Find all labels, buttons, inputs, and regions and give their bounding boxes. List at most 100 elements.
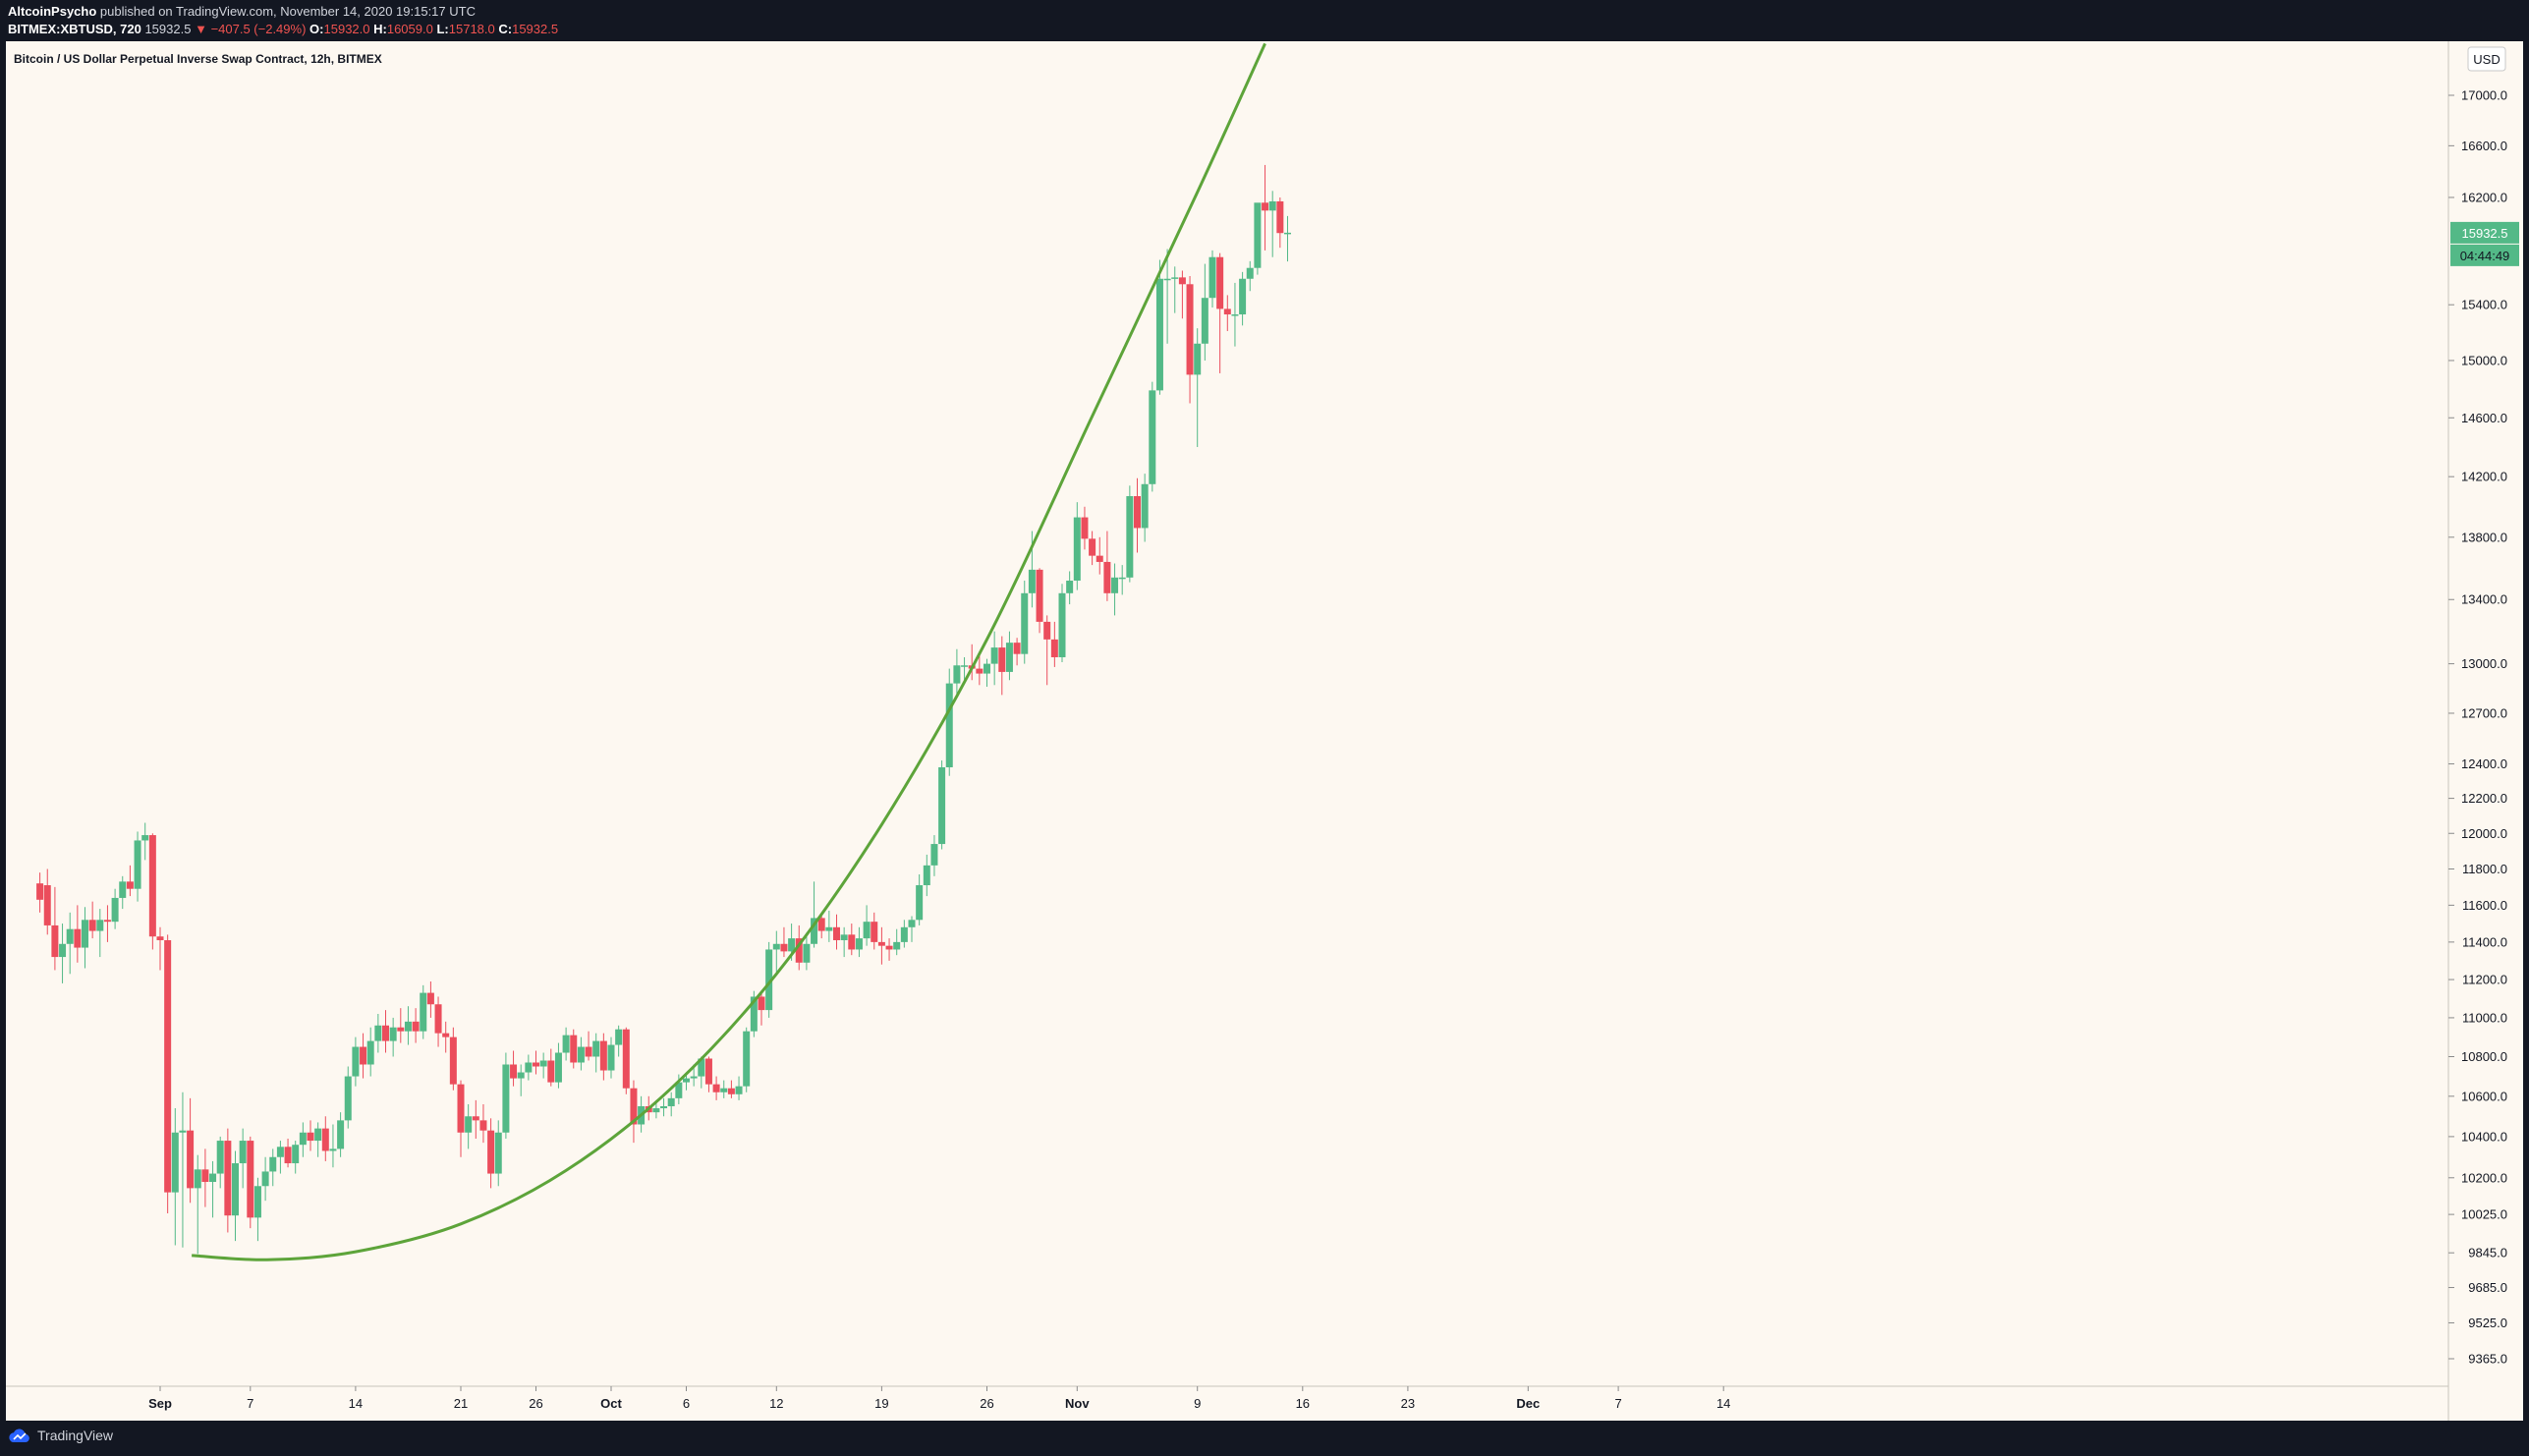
candle[interactable] bbox=[758, 990, 765, 1026]
candle[interactable] bbox=[1186, 275, 1194, 404]
candle[interactable] bbox=[449, 1027, 457, 1091]
candle[interactable] bbox=[1262, 164, 1269, 251]
candle[interactable] bbox=[877, 926, 885, 965]
candle[interactable] bbox=[599, 1033, 607, 1081]
candle[interactable] bbox=[187, 1097, 195, 1204]
candle[interactable] bbox=[457, 1080, 465, 1157]
candle[interactable] bbox=[1223, 295, 1231, 331]
candle[interactable] bbox=[1155, 259, 1163, 395]
candle[interactable] bbox=[803, 932, 811, 971]
candle[interactable] bbox=[727, 1080, 735, 1098]
candlestick-chart[interactable]: Bitcoin / US Dollar Perpetual Inverse Sw… bbox=[6, 41, 2523, 1421]
candle[interactable] bbox=[96, 909, 104, 958]
candle[interactable] bbox=[667, 1092, 675, 1117]
candle[interactable] bbox=[412, 1008, 420, 1043]
candle[interactable] bbox=[329, 1124, 337, 1168]
candle[interactable] bbox=[253, 1177, 261, 1242]
candle[interactable] bbox=[1141, 474, 1149, 542]
candle[interactable] bbox=[871, 912, 878, 950]
candle[interactable] bbox=[344, 1066, 352, 1129]
candle[interactable] bbox=[660, 1097, 668, 1117]
candle[interactable] bbox=[276, 1141, 284, 1174]
candle[interactable] bbox=[382, 1010, 389, 1053]
candle[interactable] bbox=[119, 875, 127, 910]
candle[interactable] bbox=[1103, 531, 1111, 601]
candle[interactable] bbox=[607, 1036, 615, 1079]
candle[interactable] bbox=[577, 1036, 585, 1071]
candle[interactable] bbox=[1089, 531, 1096, 566]
candle[interactable] bbox=[1043, 615, 1051, 686]
candle[interactable] bbox=[1246, 260, 1254, 292]
candle[interactable] bbox=[855, 926, 863, 958]
candle[interactable] bbox=[547, 1048, 555, 1087]
candle[interactable] bbox=[1194, 328, 1202, 448]
currency-button[interactable]: USD bbox=[2467, 46, 2506, 72]
candle[interactable] bbox=[562, 1027, 570, 1061]
candle[interactable] bbox=[502, 1052, 510, 1139]
candle[interactable] bbox=[1284, 215, 1291, 262]
candle[interactable] bbox=[239, 1128, 247, 1189]
candle[interactable] bbox=[585, 1031, 592, 1061]
candle[interactable] bbox=[194, 1154, 201, 1255]
tradingview-logo[interactable]: TradingView bbox=[8, 1428, 113, 1443]
candle[interactable] bbox=[833, 914, 840, 950]
candle[interactable] bbox=[442, 1021, 450, 1053]
candle[interactable] bbox=[1171, 266, 1179, 313]
candle[interactable] bbox=[1073, 502, 1081, 590]
candle[interactable] bbox=[1066, 571, 1074, 605]
candle[interactable] bbox=[487, 1118, 495, 1189]
candle[interactable] bbox=[141, 822, 149, 861]
candle[interactable] bbox=[494, 1120, 502, 1187]
candle[interactable] bbox=[1149, 381, 1156, 492]
candle[interactable] bbox=[930, 835, 938, 876]
candle[interactable] bbox=[126, 865, 134, 897]
candle[interactable] bbox=[269, 1148, 277, 1187]
candle[interactable] bbox=[1081, 506, 1089, 550]
candle[interactable] bbox=[1118, 565, 1126, 595]
candle[interactable] bbox=[811, 881, 818, 948]
candle[interactable] bbox=[698, 1056, 705, 1089]
candle[interactable] bbox=[825, 910, 833, 942]
candle[interactable] bbox=[1178, 270, 1186, 319]
candle[interactable] bbox=[1126, 485, 1134, 583]
candle[interactable] bbox=[307, 1120, 314, 1151]
author-name[interactable]: AltcoinPsycho bbox=[8, 4, 97, 19]
candle[interactable] bbox=[622, 1027, 630, 1094]
candle[interactable] bbox=[1208, 250, 1216, 308]
candle[interactable] bbox=[179, 1092, 187, 1248]
candle[interactable] bbox=[525, 1054, 533, 1081]
candle[interactable] bbox=[961, 656, 969, 682]
candle[interactable] bbox=[863, 905, 871, 946]
candle[interactable] bbox=[43, 868, 51, 935]
candle[interactable] bbox=[321, 1116, 329, 1161]
candle[interactable] bbox=[201, 1148, 209, 1207]
candle[interactable] bbox=[337, 1112, 345, 1157]
candle[interactable] bbox=[817, 912, 825, 939]
candle[interactable] bbox=[360, 1033, 367, 1079]
candle[interactable] bbox=[1036, 568, 1043, 634]
candle[interactable] bbox=[953, 648, 961, 698]
candle[interactable] bbox=[1096, 536, 1103, 575]
candle[interactable] bbox=[510, 1050, 518, 1087]
candle[interactable] bbox=[164, 934, 172, 1214]
candle[interactable] bbox=[1276, 196, 1284, 249]
candle[interactable] bbox=[795, 924, 803, 971]
chart-area[interactable]: Bitcoin / US Dollar Perpetual Inverse Sw… bbox=[6, 41, 2523, 1421]
candle[interactable] bbox=[630, 1080, 638, 1144]
candle[interactable] bbox=[1134, 477, 1141, 553]
candle[interactable] bbox=[990, 631, 998, 686]
candle[interactable] bbox=[74, 905, 82, 963]
candle[interactable] bbox=[465, 1103, 473, 1149]
candle[interactable] bbox=[66, 912, 74, 975]
candle[interactable] bbox=[479, 1103, 487, 1144]
candle[interactable] bbox=[224, 1128, 232, 1233]
candle[interactable] bbox=[1163, 249, 1171, 344]
candle[interactable] bbox=[998, 636, 1006, 696]
candle[interactable] bbox=[88, 901, 96, 939]
candle[interactable] bbox=[938, 760, 946, 850]
candle[interactable] bbox=[1005, 631, 1013, 681]
candle[interactable] bbox=[517, 1064, 525, 1096]
candle[interactable] bbox=[299, 1122, 307, 1157]
candle[interactable] bbox=[923, 854, 930, 897]
candle[interactable] bbox=[374, 1014, 382, 1053]
